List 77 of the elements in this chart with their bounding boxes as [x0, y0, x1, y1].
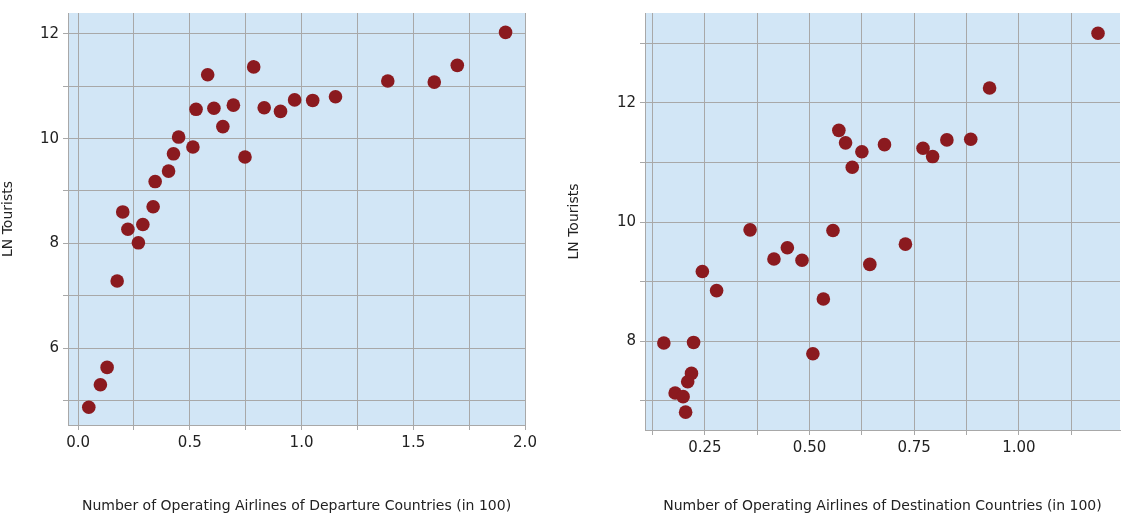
point [226, 98, 241, 112]
point [273, 104, 288, 119]
y-tick-label: 10 [616, 211, 636, 230]
point [287, 93, 302, 107]
point [216, 119, 230, 134]
y-tick-label: 12 [39, 23, 59, 42]
x-axis-title: Number of Operating Airlines of Destination Countries (in 100) [663, 497, 1102, 514]
point [855, 145, 869, 159]
point [795, 253, 809, 268]
y-tick-label: 10 [39, 128, 59, 147]
point [136, 217, 150, 232]
point [186, 140, 200, 154]
point [207, 101, 221, 116]
x-tick-label: 1.5 [401, 432, 426, 451]
point [110, 274, 124, 288]
point [657, 336, 671, 350]
point [450, 58, 465, 73]
x-tick-label: 0.25 [688, 437, 722, 456]
point [780, 240, 795, 255]
point [832, 123, 846, 138]
point [427, 75, 442, 89]
y-tick-label: 6 [49, 337, 59, 356]
point [940, 133, 954, 147]
point [678, 405, 693, 419]
point [238, 150, 252, 164]
x-tick-label: 1.00 [1002, 437, 1036, 456]
y-axis-title: LN Tourists [0, 180, 16, 258]
x-tick-label: 0.0 [66, 432, 90, 451]
point [680, 374, 695, 389]
point [146, 199, 160, 214]
point [916, 141, 930, 156]
point [863, 257, 877, 272]
point [963, 132, 978, 147]
point [816, 292, 831, 306]
x-tick-label: 0.75 [897, 437, 931, 456]
x-tick-label: 0.5 [177, 432, 202, 451]
point [171, 130, 186, 144]
point [826, 223, 840, 238]
point [200, 67, 215, 82]
point [686, 335, 701, 350]
y-tick-label: 8 [49, 233, 59, 252]
point [806, 346, 820, 361]
x-tick-label: 0.50 [792, 437, 827, 456]
y-axis-title: LN Tourists [565, 183, 582, 260]
point [743, 223, 757, 237]
point [328, 89, 343, 104]
x-tick-label: 1.0 [289, 432, 314, 451]
point [93, 377, 108, 392]
point [166, 147, 181, 161]
point [246, 60, 261, 74]
point [100, 360, 114, 375]
point [121, 222, 135, 237]
point [305, 93, 320, 108]
point [709, 283, 724, 298]
point [898, 237, 913, 251]
x-axis-title: Number of Operating Airlines of Departure Countries (in 100) [81, 497, 512, 514]
point [189, 102, 203, 117]
point [1091, 26, 1105, 41]
point [695, 264, 710, 279]
point [115, 205, 130, 219]
point [81, 400, 96, 414]
point [925, 149, 940, 164]
point [257, 100, 272, 115]
point [982, 81, 997, 95]
point [767, 252, 781, 266]
point [148, 174, 162, 189]
point [845, 160, 860, 175]
y-tick-label: 8 [626, 331, 636, 350]
y-tick-label: 12 [616, 92, 636, 111]
point [161, 164, 176, 178]
point [131, 236, 146, 250]
point [877, 137, 892, 152]
point [838, 136, 853, 150]
point [676, 389, 690, 404]
x-tick-label: 2.0 [513, 432, 537, 451]
point [498, 25, 513, 40]
point [380, 74, 395, 88]
